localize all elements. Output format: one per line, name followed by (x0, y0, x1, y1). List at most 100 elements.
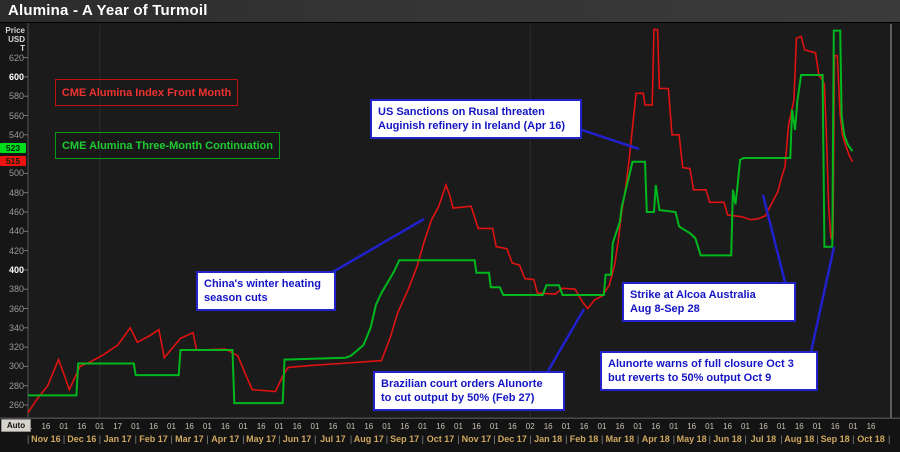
auto-scale-button[interactable]: Auto (1, 419, 31, 432)
page-title: Alumina - A Year of Turmoil (8, 2, 208, 19)
x-day-label: 01 (346, 422, 356, 431)
x-month-separator: | (816, 434, 819, 444)
y-tick-label: 340 (8, 322, 24, 333)
x-day-label: 16 (687, 422, 697, 431)
x-day-label: 16 (220, 422, 230, 431)
x-day-label: 01 (489, 422, 499, 431)
x-day-label: 16 (651, 422, 661, 431)
callout-china-heating: China's winter heating season cuts (196, 271, 336, 311)
callout-alcoa-strike-line: Aug 8-Sep 28 (630, 303, 700, 315)
x-day-label: 16 (471, 422, 481, 431)
x-month-separator: | (601, 434, 604, 444)
x-day-label: 01 (274, 422, 284, 431)
x-month-separator: | (314, 434, 317, 444)
x-month-label: Mar 18 (605, 434, 635, 444)
x-day-label: 01 (202, 422, 212, 431)
x-month-separator: | (529, 434, 532, 444)
y-tick-label: 420 (8, 245, 24, 256)
x-month-separator: | (206, 434, 209, 444)
x-day-label: 01 (776, 422, 786, 431)
y-tick-label: 320 (8, 342, 24, 353)
y-tick-label: 440 (8, 226, 24, 237)
x-month-separator: | (744, 434, 747, 444)
title-bar: Alumina - A Year of Turmoil (0, 0, 900, 23)
x-day-label: 01 (238, 422, 248, 431)
x-day-label: 16 (400, 422, 410, 431)
callout-brazil-court-line: to cut output by 50% (Feb 27) (381, 392, 535, 404)
x-month-separator: | (636, 434, 640, 444)
x-day-label: 16 (794, 422, 804, 431)
x-day-label: 16 (866, 422, 876, 431)
x-day-label: 16 (328, 422, 338, 431)
x-month-separator: | (421, 434, 424, 444)
x-month-label: May 18 (676, 434, 707, 444)
x-day-label: 01 (454, 422, 463, 431)
x-month-label: Feb 17 (139, 434, 168, 444)
callout-us-sanctions: US Sanctions on Rusal threaten Auginish r… (370, 99, 582, 139)
callout-alcoa-strike: Strike at Alcoa Australia Aug 8-Sep 28 (622, 282, 796, 322)
x-day-label: 01 (131, 422, 141, 431)
y-tick-label: 580 (8, 91, 24, 102)
callout-us-sanctions-line: US Sanctions on Rusal threaten (378, 106, 545, 118)
x-day-label: 16 (758, 422, 768, 431)
x-day-label: 16 (579, 422, 589, 431)
y-tick-label: 460 (8, 207, 24, 217)
x-month-separator: | (708, 434, 711, 444)
annotation-arrow-alunorte-warns (809, 246, 836, 353)
x-month-separator: | (278, 434, 281, 444)
x-month-label: Jun 18 (713, 434, 742, 444)
x-month-label: Jun 17 (282, 434, 312, 444)
y-axis-unit-usd: USD (8, 35, 25, 44)
annotation-arrow-china-heating (330, 217, 425, 275)
x-day-label: 16 (543, 422, 553, 431)
x-day-label: 01 (310, 422, 320, 431)
x-day-label: 01 (167, 422, 176, 431)
x-day-label: 01 (812, 422, 822, 431)
y-tick-label: 280 (8, 380, 24, 391)
x-month-label: Oct 17 (426, 434, 455, 444)
x-day-label: 16 (615, 422, 625, 431)
series-three-month-line (28, 29, 854, 405)
x-month-label: May 17 (246, 434, 277, 444)
x-day-label: 01 (59, 422, 69, 431)
x-day-label: 01 (418, 422, 428, 431)
x-month-separator: | (27, 434, 30, 444)
callout-brazil-court-line: Brazilian court orders Alunorte (381, 378, 543, 390)
annotation-arrow-us-sanctions (575, 126, 640, 151)
x-month-label: Oct 18 (857, 434, 885, 444)
x-month-label: Mar 17 (175, 434, 204, 444)
y-tick-label: 540 (8, 129, 24, 140)
callout-brazil-court: Brazilian court orders Alunorte to cut ou… (373, 371, 565, 411)
callout-alunorte-warns-line: Alunorte warns of full closure Oct 3 (608, 358, 794, 370)
y-axis-unit-price: Price (5, 26, 25, 35)
x-month-separator: | (457, 434, 460, 444)
x-day-label: 01 (741, 422, 750, 431)
x-month-separator: | (349, 434, 353, 444)
x-day-label: 02 (525, 422, 535, 431)
x-day-label: 16 (436, 422, 446, 431)
x-month-separator: | (888, 434, 891, 444)
x-day-label: 16 (364, 422, 374, 431)
legend-front-month-label: CME Alumina Index Front Month (61, 86, 232, 99)
x-month-label: Feb 18 (569, 434, 599, 444)
plot-area[interactable] (28, 23, 890, 418)
last-price-tag-red: 515 (0, 155, 26, 166)
callout-china-heating-line: season cuts (204, 292, 268, 304)
x-month-label: Sep 17 (390, 434, 420, 444)
callout-alunorte-warns-line: but reverts to 50% output Oct 9 (608, 372, 772, 384)
x-month-separator: | (134, 434, 137, 444)
x-day-label: 01 (669, 422, 679, 431)
y-tick-label: 260 (8, 400, 24, 410)
callout-us-sanctions-line: Auginish refinery in Ireland (Apr 16) (378, 120, 566, 132)
x-day-label: 16 (507, 422, 517, 431)
x-day-label: 01 (848, 422, 858, 431)
y-tick-label: 480 (8, 187, 24, 198)
x-month-separator: | (385, 434, 389, 444)
legend-three-month: CME Alumina Three-Month Continuation (55, 132, 280, 159)
x-day-label: 16 (184, 422, 194, 431)
x-month-label: Nov 16 (31, 434, 61, 444)
x-day-label: 01 (633, 422, 643, 431)
x-day-label: 01 (705, 422, 715, 431)
y-axis-unit-t: T (20, 44, 25, 53)
